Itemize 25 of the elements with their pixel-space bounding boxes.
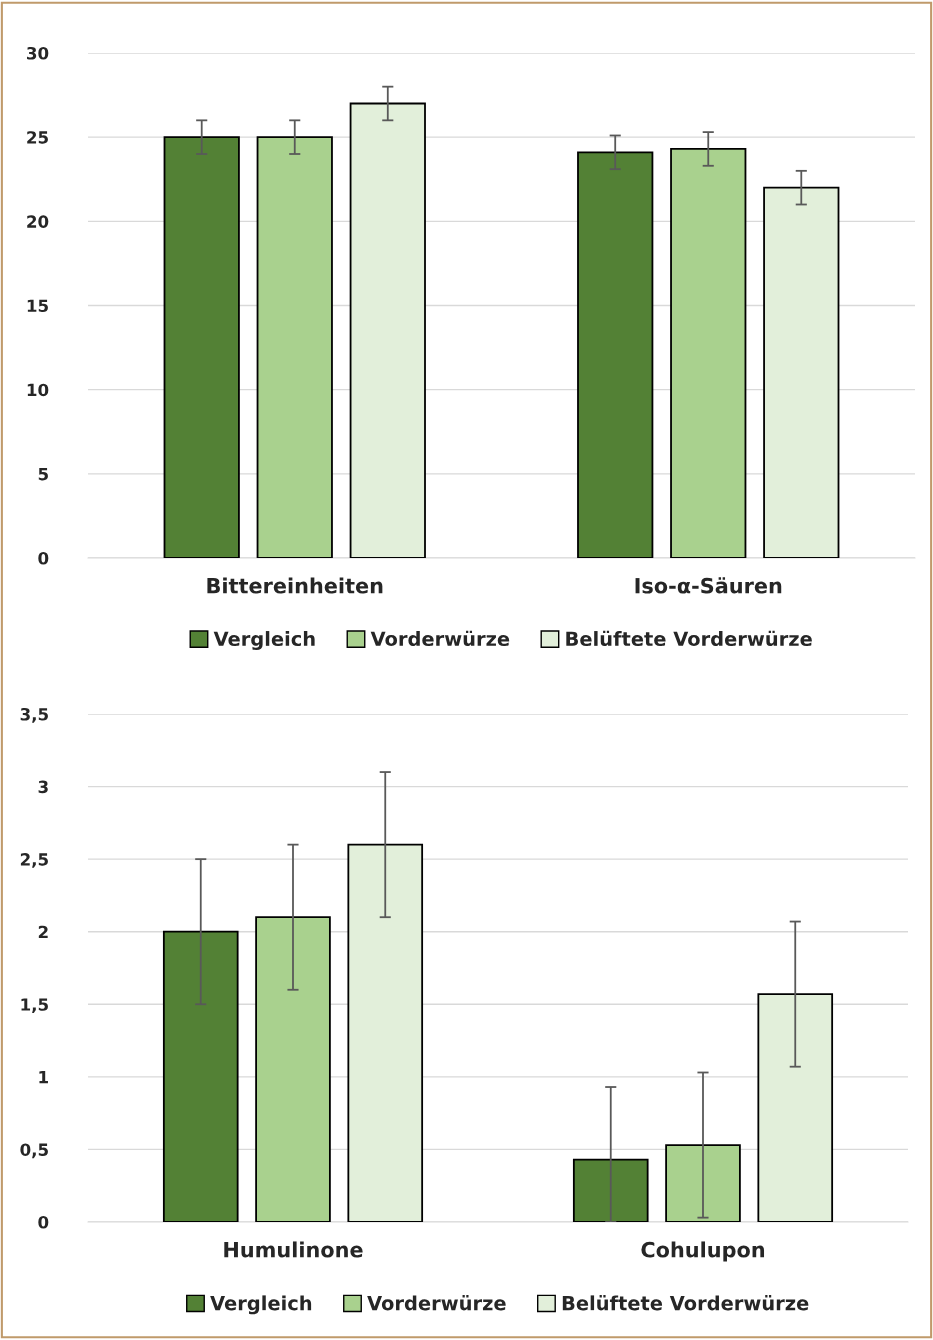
legend-label: Belüftete Vorderwürze <box>566 630 812 647</box>
y-tick-label: 3 <box>38 780 48 794</box>
legend-label: Vergleich <box>213 631 315 651</box>
legend-label: Vorderwürze <box>370 630 510 647</box>
x-tick-label: Bittereinheiten <box>207 577 383 594</box>
y-tick-label: 30 <box>27 46 49 60</box>
y-tick-label: 5 <box>38 468 48 481</box>
legend-label: Vorderwürze <box>367 1295 506 1311</box>
y-tick-label: 20 <box>27 215 49 228</box>
y-tick-label: 1,5 <box>21 998 48 1013</box>
y-tick-label: 2,5 <box>20 853 48 868</box>
y-tick-label: 0 <box>38 551 49 565</box>
y-tick-label: 2 <box>38 925 48 939</box>
y-tick-label: 15 <box>27 299 48 313</box>
y-tick-label: 0,5 <box>20 1143 48 1159</box>
x-tick-label: Humulinone <box>224 1241 363 1258</box>
y-tick-label: 3,5 <box>20 707 48 723</box>
x-tick-label: Cohulupon <box>641 1241 765 1262</box>
y-tick-label: 0 <box>38 1215 49 1229</box>
x-tick-label: Iso-α-Säuren <box>635 577 782 594</box>
y-tick-label: 25 <box>27 131 48 144</box>
y-tick-label: 1 <box>39 1071 48 1084</box>
legend-label: Vergleich <box>210 1295 312 1315</box>
y-tick-label: 10 <box>27 383 49 397</box>
legend-label: Belüftete Vorderwürze <box>562 1295 809 1311</box>
